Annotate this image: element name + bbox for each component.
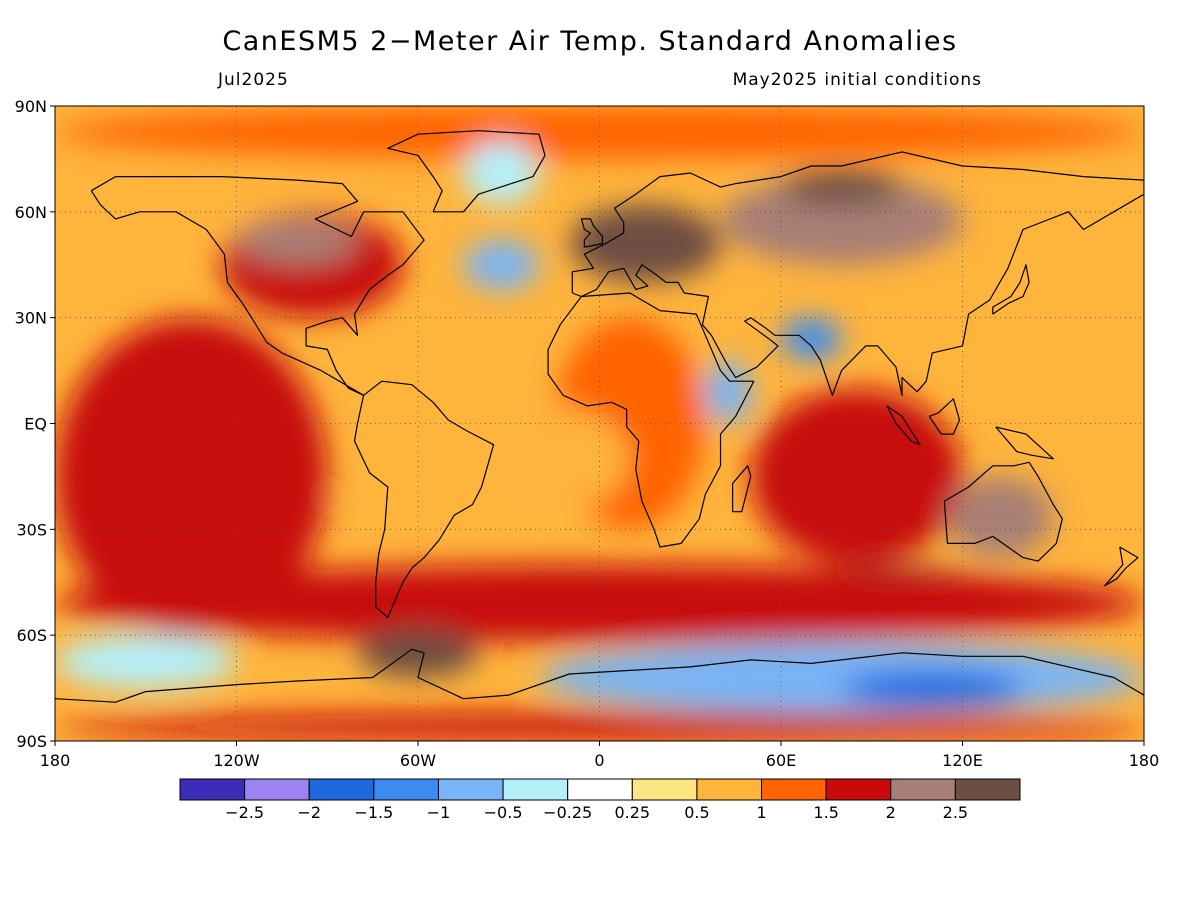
anomaly-region-indian-ocean-warm (750, 388, 963, 565)
colorbar-swatch (179, 778, 246, 801)
colorbar-swatch (244, 778, 310, 801)
anomaly-region-australia-very-warm (947, 476, 1054, 558)
anomaly-region-south-atlantic-mild (478, 405, 630, 512)
colorbar-label: 0.5 (684, 803, 709, 822)
colorbar-swatch (631, 778, 698, 801)
anomaly-region-siberia-very-warm (781, 169, 902, 205)
coastline-australia (943, 461, 1063, 562)
colorbar-label: −2 (297, 803, 321, 822)
anomaly-region-greenland-cool (463, 141, 539, 205)
colorbar-label: −0.5 (484, 803, 523, 822)
coastline-sumatra (886, 405, 921, 446)
anomaly-region-antarctic-peninsula-warm (357, 628, 479, 678)
colorbar-swatch (502, 778, 569, 801)
colorbar-label: 2 (886, 803, 896, 822)
lon-tick-label: 180 (40, 751, 71, 770)
colorbar-swatch (696, 778, 763, 801)
colorbar-label: −1.5 (354, 803, 393, 822)
coastline-great-britain (580, 218, 604, 248)
colorbar-swatch (567, 778, 633, 801)
anomaly-region-ross-sea-cool (55, 635, 237, 689)
anomaly-region-north-atlantic-cool (463, 240, 539, 290)
anomaly-region-pacific-warm (55, 317, 328, 636)
anomaly-region-europe-very-warm (569, 204, 721, 283)
coastline-borneo (928, 398, 961, 435)
lat-tick-label: 60N (15, 203, 47, 222)
anomaly-region-arabian-sea-cool (781, 317, 842, 361)
map-title: CanESM5 2−Meter Air Temp. Standard Anoma… (222, 26, 958, 57)
lat-tick-label: 30S (16, 520, 47, 539)
valid-month-label: Jul2025 (218, 70, 289, 90)
lat-tick-label: 30N (15, 309, 47, 328)
colorbar-label: 1 (756, 803, 766, 822)
coastline-japan (992, 264, 1030, 315)
coastline-new-zealand (1104, 546, 1139, 587)
colorbar-label: 2.5 (943, 803, 968, 822)
lon-tick-label: 60W (400, 751, 436, 770)
anomaly-regions (55, 106, 1144, 741)
colorbar-swatch (761, 778, 827, 801)
coastline-north-america (90, 176, 425, 396)
colorbar-swatch (954, 778, 1021, 801)
anomaly-region-arctic-warm-band (55, 106, 1144, 159)
anomaly-region-east-africa-cool (705, 360, 751, 424)
coastline-eurasia (571, 151, 1144, 396)
anomaly-region-southern-ocean-band-warm (55, 564, 1144, 643)
anomaly-region-russia-warm (720, 176, 963, 265)
colorbar-swatch (825, 778, 892, 801)
coastline-greenland (387, 130, 546, 213)
colorbar: −2.5 −2 −1.5 −1 −0.5 −0.25 0.25 0.5 1 1.5 2 2.5 (179, 778, 1021, 822)
lon-tick-label: 0 (594, 751, 604, 770)
lat-tick-label: 60S (16, 626, 47, 645)
coastline-south-america (353, 380, 495, 619)
colorbar-label: −1 (427, 803, 451, 822)
lon-tick-label: 60E (766, 751, 796, 770)
map-area (54, 105, 1145, 742)
colorbar-label: −2.5 (225, 803, 264, 822)
anomaly-region-canada-very-warm (236, 218, 358, 265)
colorbar-label: 0.25 (614, 803, 650, 822)
coastlines (55, 130, 1144, 703)
colorbar-label: −0.25 (543, 803, 592, 822)
initial-conditions-label: May2025 initial conditions (732, 70, 982, 90)
lat-tick-label: EQ (24, 415, 47, 434)
colorbar-swatch (437, 778, 504, 801)
longitude-ticks: 180 120W 60W 0 60E 120E 180 (40, 741, 1160, 770)
coastline-madagascar (731, 465, 752, 513)
colorbar-swatch (373, 778, 439, 801)
lat-tick-label: 90S (16, 732, 47, 751)
coastline-africa (547, 292, 755, 548)
colorbar-swatch (890, 778, 956, 801)
lat-tick-label: 90N (15, 97, 47, 116)
anomaly-region-antarctic-very-cool (841, 670, 1023, 706)
coastline-new-guinea (995, 426, 1054, 460)
lon-tick-label: 120E (942, 751, 983, 770)
colorbar-label: 1.5 (813, 803, 838, 822)
colorbar-swatch (308, 778, 375, 801)
latitude-ticks: 90N 60N 30N EQ 30S 60S 90S (15, 97, 55, 751)
lon-tick-label: 120W (213, 751, 260, 770)
coastline-antarctica (55, 648, 1144, 703)
gridlines (55, 106, 1144, 741)
anomaly-region-antarctic-cool (539, 642, 1144, 713)
lon-tick-label: 180 (1129, 751, 1160, 770)
